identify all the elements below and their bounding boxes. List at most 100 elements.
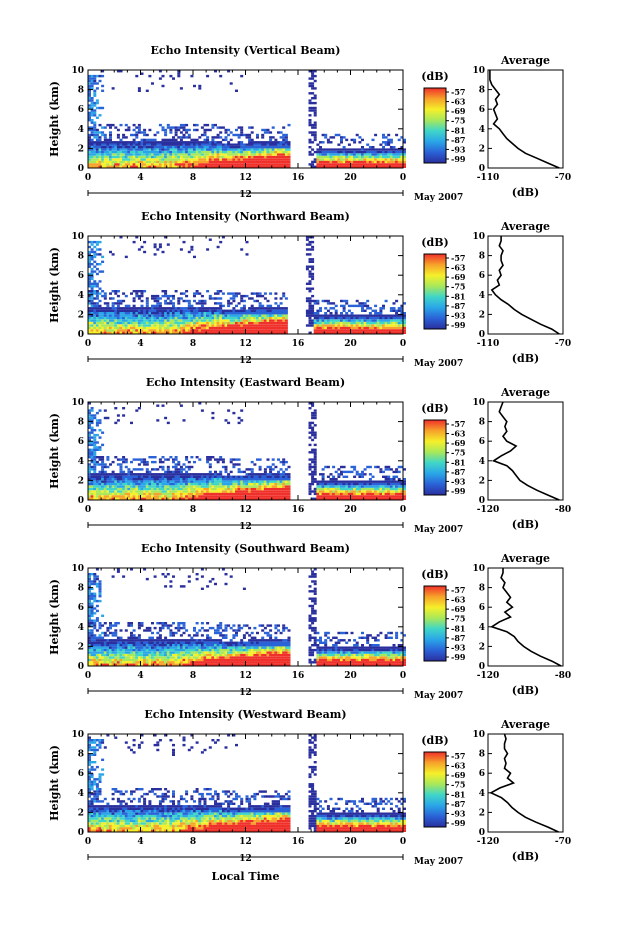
heatmap-cell (148, 150, 152, 154)
heatmap-cell (172, 470, 175, 474)
heatmap-cell (98, 155, 102, 159)
heatmap-cell (200, 143, 204, 146)
heatmap-cell (185, 299, 189, 303)
heatmap-cell (240, 490, 244, 493)
heatmap-cell (376, 487, 380, 491)
heatmap-cell (95, 446, 99, 449)
heatmap-cell (250, 490, 254, 493)
heatmap-cell (124, 155, 128, 159)
heatmap-cell (198, 299, 202, 303)
heatmap-cell (266, 160, 270, 164)
heatmap-cell (187, 329, 191, 332)
heatmap-cell (342, 331, 346, 334)
heatmap-cell (219, 319, 223, 322)
heatmap-cell (90, 160, 94, 164)
heatmap-cell (95, 319, 99, 322)
heatmap-cell (319, 331, 322, 334)
heatmap-cell (316, 331, 320, 334)
heatmap-cell (193, 482, 196, 486)
heatmap-cell (397, 150, 401, 154)
heatmap-cell (185, 307, 189, 310)
heatmap-cell (132, 495, 136, 498)
heatmap-cell (98, 146, 102, 149)
heatmap-cell (258, 329, 262, 332)
heatmap-cell (384, 153, 388, 156)
heatmap-cell (392, 326, 396, 330)
heatmap-cell (248, 153, 252, 156)
heatmap-cell (98, 478, 102, 481)
heatmap-cell (208, 314, 212, 317)
heatmap-cell (169, 294, 173, 298)
heatmap-cell (392, 321, 396, 325)
heatmap-cell (122, 475, 126, 478)
heatmap-cell (190, 160, 194, 164)
heatmap-cell (101, 460, 105, 464)
y-tick-label: 0 (78, 496, 84, 506)
heatmap-cell (253, 160, 257, 164)
heatmap-cell (208, 456, 212, 459)
heatmap-cell (179, 321, 183, 325)
heatmap-cell (153, 299, 157, 303)
heatmap-cell (256, 492, 259, 496)
heatmap-cell (313, 492, 317, 496)
heatmap-cell (263, 497, 267, 500)
heatmap-cell (340, 316, 343, 320)
heatmap-cell (101, 492, 105, 496)
heatmap-cell (190, 148, 194, 151)
heatmap-cell (368, 490, 372, 493)
heatmap-cell (145, 490, 149, 493)
heatmap-cell (261, 155, 265, 159)
heatmap-cell (384, 321, 388, 325)
profile-y-tick-label: 2 (479, 310, 485, 320)
heatmap-cell (198, 475, 202, 478)
heatmap-cell (279, 153, 283, 156)
heatmap-cell (127, 497, 131, 500)
heatmap-cell (361, 487, 364, 491)
heatmap-cell (277, 473, 280, 476)
heatmap-cell (90, 248, 94, 251)
heatmap-cell (311, 324, 315, 327)
heatmap-cell (269, 475, 273, 478)
heatmap-cell (216, 160, 220, 164)
heatmap-cell (219, 297, 223, 300)
heatmap-cell (258, 155, 262, 159)
heatmap-cell (248, 150, 252, 154)
heatmap-cell (266, 329, 270, 332)
heatmap-cell (88, 265, 91, 268)
heatmap-cell (153, 243, 157, 246)
heatmap-cell (132, 478, 136, 481)
heatmap-cell (214, 163, 217, 166)
heatmap-cell (279, 492, 283, 496)
heatmap-cell (93, 414, 97, 417)
heatmap-cell (250, 153, 254, 156)
heatmap-cell (342, 299, 346, 303)
heatmap-cell (156, 302, 160, 305)
heatmap-cell (143, 487, 147, 491)
heatmap-cell (313, 114, 317, 117)
heatmap-cell (368, 480, 372, 483)
heatmap-cell (203, 492, 207, 496)
heatmap-cell (174, 312, 178, 315)
heatmap-cell (122, 458, 126, 461)
heatmap-cell (143, 326, 147, 330)
heatmap-cell (158, 321, 162, 325)
heatmap-cell (229, 312, 233, 315)
heatmap-cell (156, 404, 160, 407)
heatmap-cell (227, 473, 231, 476)
heatmap-cell (169, 165, 173, 168)
heatmap-cell (98, 163, 102, 166)
heatmap-cell (214, 158, 217, 161)
heatmap-cell (172, 146, 175, 149)
heatmap-cell (174, 126, 178, 129)
heatmap-cell (93, 153, 97, 156)
heatmap-cell (350, 153, 354, 156)
heatmap-cell (156, 146, 160, 149)
heatmap-cell (114, 497, 118, 500)
heatmap-cell (172, 485, 175, 488)
heatmap-cell (389, 314, 393, 317)
heatmap-cell (287, 163, 291, 166)
heatmap-cell (376, 324, 380, 327)
heatmap-cell (379, 158, 383, 161)
heatmap-cell (237, 163, 241, 166)
heatmap-cell (342, 165, 346, 168)
